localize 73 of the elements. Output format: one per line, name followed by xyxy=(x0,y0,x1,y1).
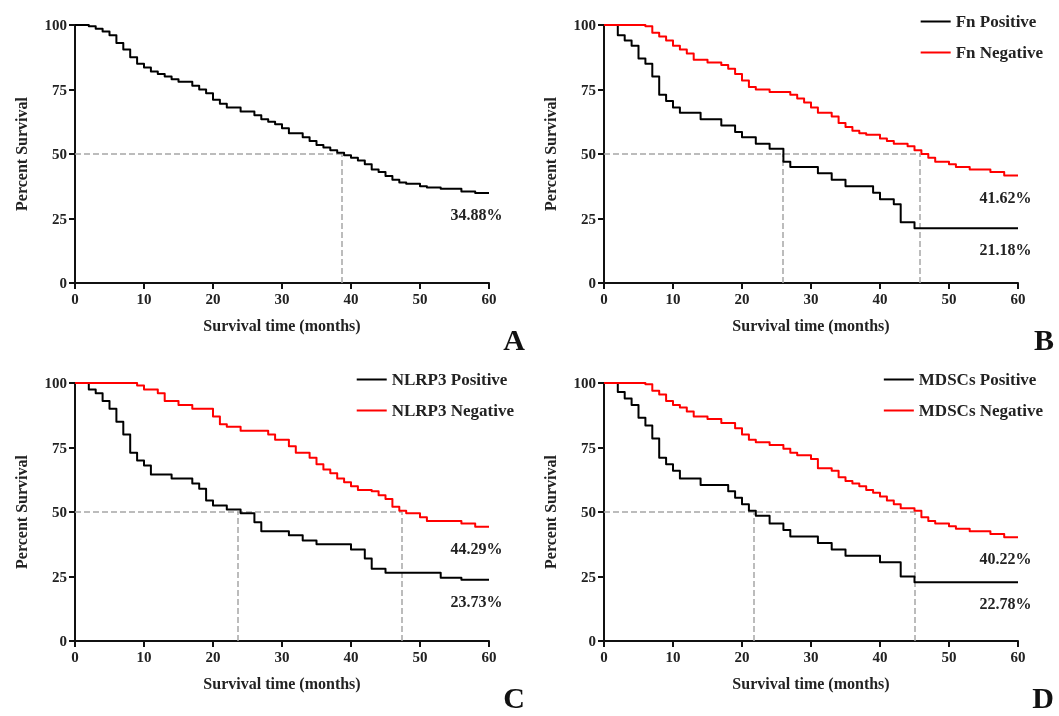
x-tick-label: 0 xyxy=(71,290,79,307)
y-tick-label: 100 xyxy=(44,17,67,33)
y-tick-label: 50 xyxy=(581,504,596,520)
annotation: 44.29% xyxy=(450,539,503,557)
annotation: 40.22% xyxy=(979,550,1032,568)
y-tick-label: 25 xyxy=(581,568,596,585)
x-tick-label: 50 xyxy=(412,648,428,665)
annotation: 41.62% xyxy=(979,188,1032,206)
legend-label: NLRP3 Positive xyxy=(391,370,508,389)
x-tick-label: 60 xyxy=(1010,290,1026,307)
y-axis-title: Percent Survival xyxy=(541,96,559,211)
x-tick-label: 60 xyxy=(481,648,497,665)
annotation: 23.73% xyxy=(450,592,503,610)
y-tick-label: 25 xyxy=(52,568,67,585)
x-axis-title: Survival time (months) xyxy=(732,316,890,335)
y-tick-label: 100 xyxy=(573,17,596,33)
y-tick-label: 50 xyxy=(52,504,67,520)
y-tick-label: 50 xyxy=(52,146,67,162)
text: A xyxy=(503,322,526,356)
x-tick-label: 40 xyxy=(343,290,359,307)
x-tick-label: 50 xyxy=(941,290,957,307)
y-tick-label: 0 xyxy=(59,633,67,649)
x-axis-title: Survival time (months) xyxy=(203,316,361,335)
x-tick-label: 30 xyxy=(803,290,819,307)
annotation: 22.78% xyxy=(979,595,1032,613)
annotation: 34.88% xyxy=(450,206,503,224)
y-tick-label: 100 xyxy=(573,375,596,391)
x-tick-label: 20 xyxy=(734,290,750,307)
x-axis-title: Survival time (months) xyxy=(203,674,361,693)
y-axis-title: Percent Survival xyxy=(541,454,559,569)
x-tick-label: 40 xyxy=(343,648,359,665)
y-tick-label: 25 xyxy=(52,210,67,227)
x-tick-label: 50 xyxy=(412,290,428,307)
x-tick-label: 0 xyxy=(600,648,608,665)
x-tick-label: 10 xyxy=(665,290,681,307)
text: C xyxy=(503,680,526,714)
text: B xyxy=(1033,322,1055,356)
y-tick-label: 75 xyxy=(581,439,596,456)
y-tick-label: 0 xyxy=(588,275,596,291)
y-tick-label: 0 xyxy=(59,275,67,291)
x-tick-label: 10 xyxy=(136,648,152,665)
legend-label: MDSCs Positive xyxy=(918,370,1037,389)
x-tick-label: 50 xyxy=(941,648,957,665)
y-tick-label: 50 xyxy=(581,146,596,162)
x-tick-label: 0 xyxy=(600,290,608,307)
y-tick-label: 100 xyxy=(44,375,67,391)
x-tick-label: 20 xyxy=(205,290,221,307)
x-tick-label: 60 xyxy=(1010,648,1026,665)
x-tick-label: 30 xyxy=(803,648,819,665)
x-tick-label: 20 xyxy=(205,648,221,665)
x-tick-label: 20 xyxy=(734,648,750,665)
x-tick-label: 30 xyxy=(274,290,290,307)
y-axis-title: Percent Survival xyxy=(12,96,30,211)
y-tick-label: 75 xyxy=(581,81,596,98)
legend-label: Fn Positive xyxy=(955,12,1037,31)
x-tick-label: 10 xyxy=(136,290,152,307)
x-tick-label: 0 xyxy=(71,648,79,665)
y-axis-title: Percent Survival xyxy=(12,454,30,569)
x-axis-title: Survival time (months) xyxy=(732,674,890,693)
x-tick-label: 30 xyxy=(274,648,290,665)
y-tick-label: 0 xyxy=(588,633,596,649)
x-tick-label: 10 xyxy=(665,648,681,665)
legend-label: Fn Negative xyxy=(955,43,1044,62)
y-tick-label: 25 xyxy=(581,210,596,227)
legend-label: NLRP3 Negative xyxy=(391,401,515,420)
y-tick-label: 75 xyxy=(52,439,67,456)
y-tick-label: 75 xyxy=(52,81,67,98)
x-tick-label: 60 xyxy=(481,290,497,307)
text: D xyxy=(1032,680,1055,714)
x-tick-label: 40 xyxy=(872,290,888,307)
x-tick-label: 40 xyxy=(872,648,888,665)
annotation: 21.18% xyxy=(979,241,1032,259)
legend-label: MDSCs Negative xyxy=(918,401,1044,420)
